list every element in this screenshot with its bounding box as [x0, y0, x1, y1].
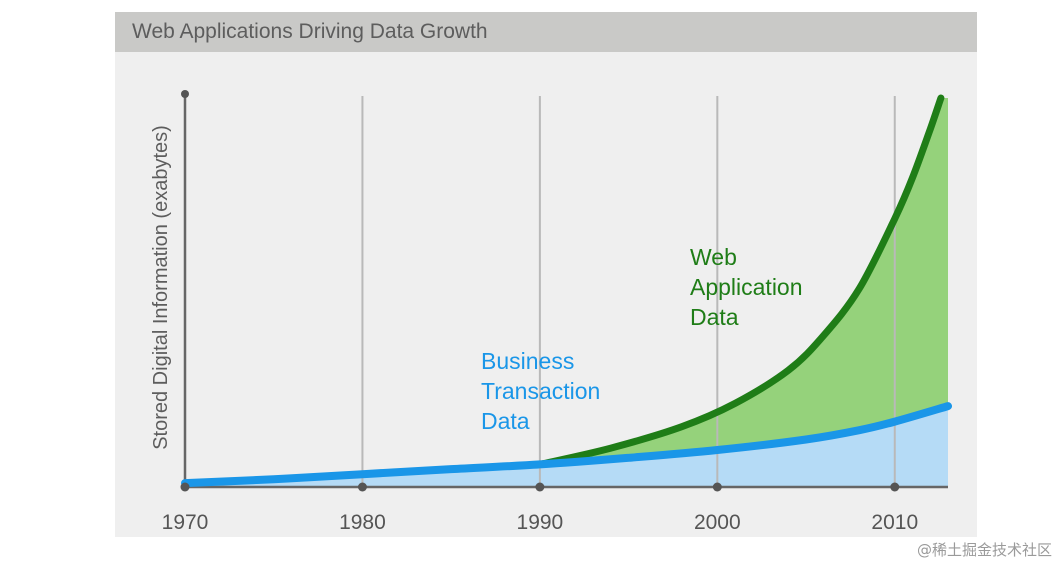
chart-title: Web Applications Driving Data Growth — [132, 20, 488, 43]
web-application-data-area — [539, 98, 948, 465]
business-transaction-data-area — [185, 406, 948, 487]
watermark: @稀土掘金技术社区 — [916, 541, 1052, 559]
x-tick-dot — [890, 482, 900, 492]
business-transaction-data-line — [181, 402, 952, 488]
business-transaction-data-label-line: Transaction — [481, 378, 600, 404]
x-tick-label: 1990 — [517, 511, 564, 534]
x-tick-dot — [712, 482, 722, 492]
web-application-data-label-line: Web — [690, 244, 737, 270]
y-axis-label: Stored Digital Information (exabytes) — [150, 125, 172, 450]
x-tick-dot — [180, 482, 190, 492]
web-application-data-label-line: Data — [690, 304, 739, 330]
x-tick-dot — [535, 482, 545, 492]
business-transaction-data-label-line: Data — [481, 408, 530, 434]
chart-header: Web Applications Driving Data Growth — [115, 12, 977, 52]
chart-plot: 1970 1980 1990 2000 2010 Stored Digital Infor… — [150, 90, 952, 534]
x-tick-label: 1970 — [162, 511, 209, 534]
x-tick-dot — [357, 482, 367, 492]
x-tick-label: 2000 — [694, 511, 741, 534]
chart-panel: Web Applications Driving Data Growth 197… — [115, 12, 977, 537]
y-axis-end-dot — [181, 90, 189, 98]
x-tick-label: 1980 — [339, 511, 386, 534]
x-tick-label: 2010 — [871, 511, 918, 534]
web-application-data-label-line: Application — [690, 274, 803, 300]
web-application-data-line — [536, 94, 945, 468]
web-application-data-label: Web Application Data — [690, 244, 803, 330]
business-transaction-data-label: Business Transaction Data — [481, 348, 600, 434]
business-transaction-data-label-line: Business — [481, 348, 574, 374]
